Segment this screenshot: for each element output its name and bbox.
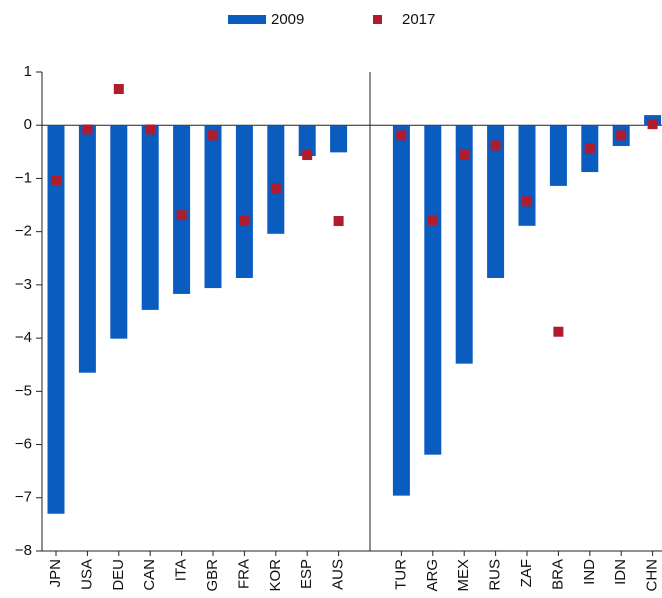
marker <box>490 140 501 151</box>
marker <box>176 210 187 221</box>
y-tick-label: −8 <box>15 542 32 559</box>
marker <box>208 130 218 141</box>
y-tick-label: −3 <box>15 276 32 293</box>
x-tick-label: ARG <box>424 559 441 592</box>
bar <box>392 125 410 496</box>
x-tick-label: ZAF <box>518 559 535 587</box>
marker <box>113 84 124 95</box>
x-tick-label: GBR <box>204 559 221 592</box>
bar <box>78 125 96 373</box>
marker <box>522 196 532 207</box>
bar <box>424 125 442 455</box>
x-tick-label: USA <box>78 559 95 590</box>
bar <box>141 125 159 310</box>
marker <box>616 130 627 141</box>
x-tick-label: IND <box>581 559 598 585</box>
legend-swatch <box>228 15 266 24</box>
x-tick-label: CAN <box>141 559 158 591</box>
x-tick-label: RUS <box>487 559 504 591</box>
x-tick-label: ITA <box>173 559 190 581</box>
bar <box>298 125 316 157</box>
x-tick-label: BRA <box>549 559 566 590</box>
y-tick-label: −2 <box>15 223 32 240</box>
bar <box>267 125 285 234</box>
x-tick-label: TUR <box>392 559 409 590</box>
x-tick-label: DEU <box>110 559 127 591</box>
marker <box>51 175 61 186</box>
y-tick-label: −1 <box>15 169 32 186</box>
marker <box>82 124 93 135</box>
marker <box>145 124 156 135</box>
legend-label: 2017 <box>402 11 435 28</box>
marker <box>396 130 407 141</box>
marker <box>302 150 313 161</box>
marker <box>584 143 595 154</box>
x-tick-label: CHN <box>644 559 661 592</box>
x-tick-label: FRA <box>235 559 252 589</box>
marker <box>553 326 564 337</box>
bar <box>549 125 567 186</box>
bar <box>235 125 253 278</box>
x-tick-label: IDN <box>612 559 629 585</box>
marker <box>459 150 470 161</box>
x-tick-label: KOR <box>267 559 284 592</box>
x-tick-label: MEX <box>455 559 472 592</box>
marker <box>647 119 658 130</box>
x-tick-label: AUS <box>330 559 347 590</box>
bar <box>518 125 536 226</box>
y-tick-label: −4 <box>15 329 32 346</box>
bar <box>455 125 473 364</box>
marker <box>270 183 281 194</box>
y-tick-label: 1 <box>24 63 32 80</box>
bar <box>204 125 222 289</box>
bar <box>47 125 65 514</box>
y-tick-label: −6 <box>15 436 32 453</box>
x-tick-label: ESP <box>298 559 315 589</box>
marker <box>239 216 250 227</box>
y-tick-label: −7 <box>15 489 32 506</box>
y-tick-label: −5 <box>15 382 32 399</box>
bar <box>173 125 191 294</box>
marker <box>333 216 344 227</box>
y-tick-label: 0 <box>24 116 32 133</box>
legend-label: 2009 <box>271 11 304 28</box>
x-tick-label: JPN <box>47 559 64 587</box>
bar <box>487 125 505 278</box>
bar <box>330 125 348 153</box>
legend-swatch <box>373 15 382 24</box>
bar <box>110 125 128 339</box>
marker <box>427 214 438 225</box>
